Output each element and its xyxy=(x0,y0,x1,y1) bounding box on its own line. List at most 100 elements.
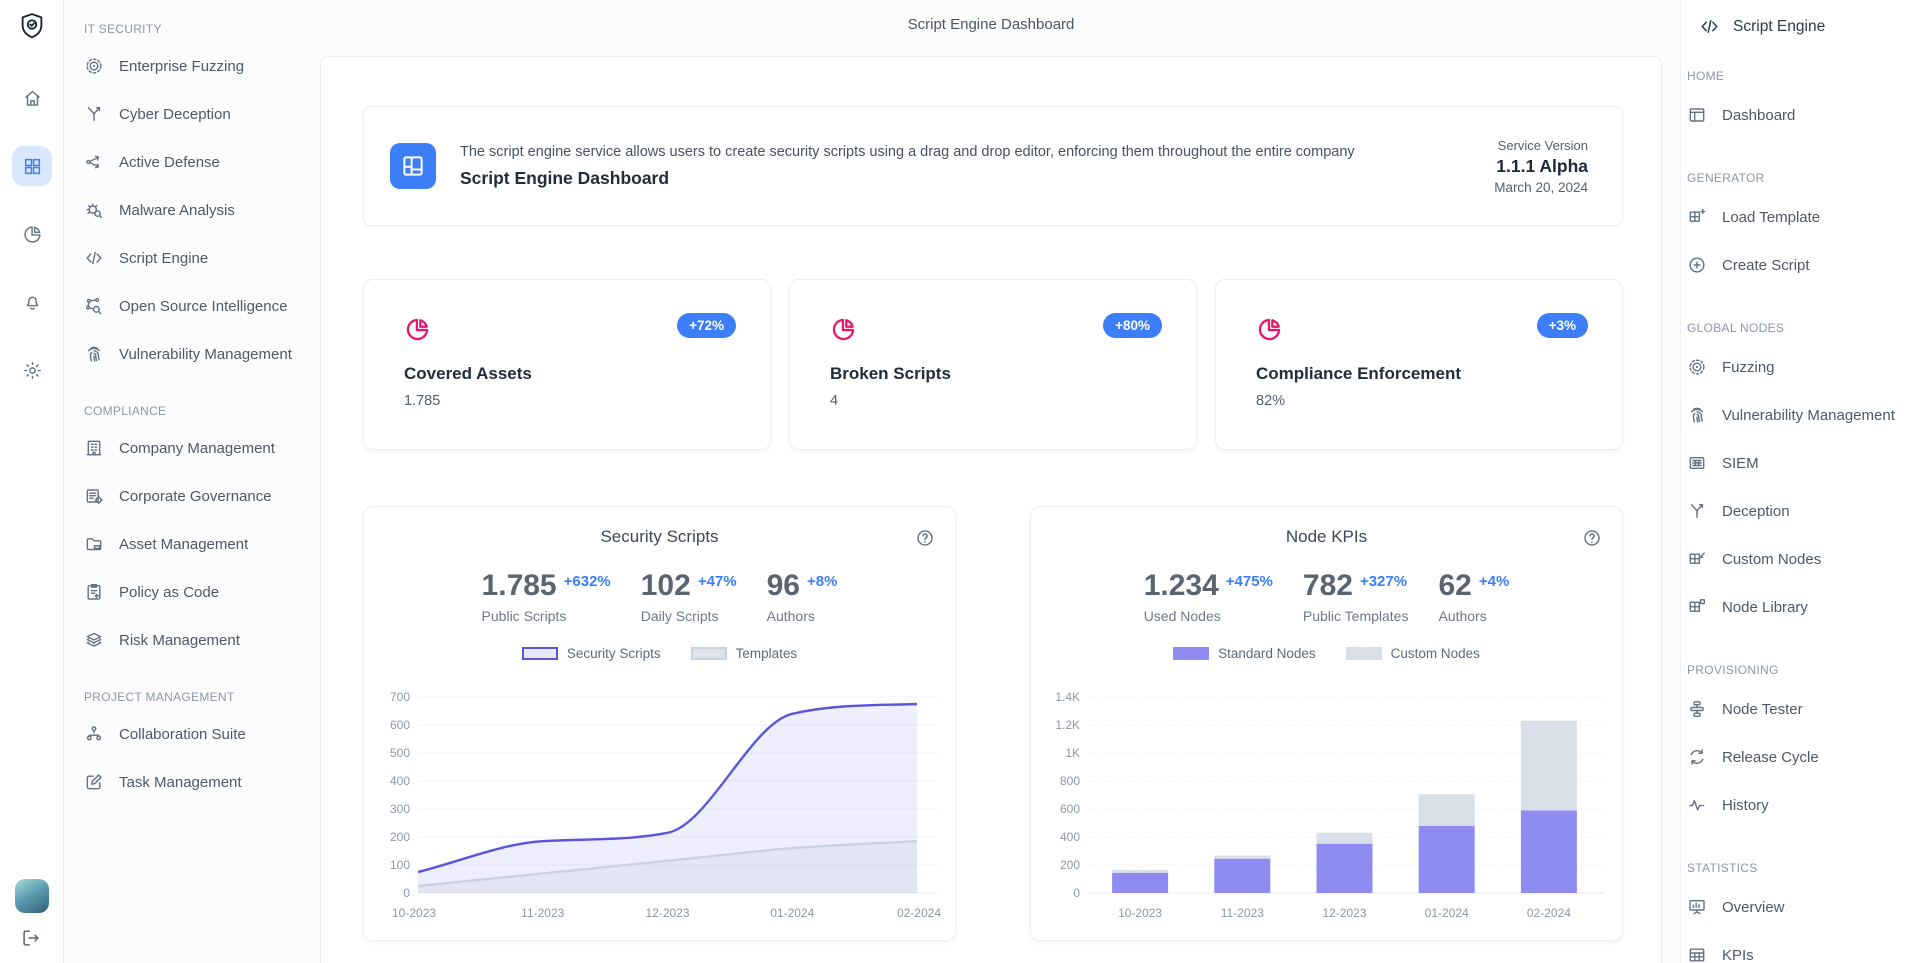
svg-text:600: 600 xyxy=(390,718,410,732)
sidebar-section-label-compliance: COMPLIANCE xyxy=(84,404,167,418)
sidebar-item-task-management[interactable]: Task Management xyxy=(84,758,296,806)
chart-stat-numrow: 1.785 +632% xyxy=(482,571,611,601)
refresh-icon xyxy=(1687,747,1707,767)
pie-chart-icon xyxy=(830,316,857,343)
svg-text:300: 300 xyxy=(390,802,410,816)
stat-badge: +72% xyxy=(677,313,736,338)
stat-card-value: 82% xyxy=(1256,393,1286,409)
stat-card-title: Covered Assets xyxy=(404,364,532,383)
chart-plot: 0 100 200 300 400 500 600 700 10-2023 11-2023 12-2… xyxy=(378,683,943,928)
folder-icon xyxy=(84,534,104,554)
app-logo shield-logo-icon[interactable] xyxy=(17,11,47,41)
right-item-kpis[interactable]: KPIs xyxy=(1687,931,1920,963)
svg-text:10-2023: 10-2023 xyxy=(392,906,436,920)
svg-text:0: 0 xyxy=(1073,886,1080,900)
rail-item-apps[interactable] xyxy=(12,146,52,186)
svg-text:400: 400 xyxy=(390,774,410,788)
sidebar-item-script-engine[interactable]: Script Engine xyxy=(84,234,296,282)
right-item-history[interactable]: History xyxy=(1687,781,1920,829)
building-icon xyxy=(84,438,104,458)
grid-plus-icon xyxy=(1687,207,1707,227)
header-text: The script engine service allows users t… xyxy=(460,144,1470,189)
right-item-overview[interactable]: Overview xyxy=(1687,883,1920,931)
sidebar-section-label-project-management: PROJECT MANAGEMENT xyxy=(84,690,235,704)
question-icon[interactable] xyxy=(1582,528,1602,548)
clipboard-icon xyxy=(84,582,104,602)
sidebar-item-active-defense[interactable]: Active Defense xyxy=(84,138,296,186)
legend-item-custom-nodes[interactable]: Custom Nodes xyxy=(1345,646,1480,661)
chart-legend: Standard Nodes Custom Nodes xyxy=(1031,646,1622,661)
legend-item-templates[interactable]: Templates xyxy=(690,646,798,661)
sidebar-item-company-management[interactable]: Company Management xyxy=(84,424,296,472)
rail-item-analytics[interactable] xyxy=(12,214,52,254)
svg-text:100: 100 xyxy=(390,858,410,872)
rail-item-notifications[interactable] xyxy=(12,282,52,322)
grid-icon xyxy=(22,156,43,177)
grid-pencil-icon xyxy=(1687,549,1707,569)
sidebar-item-vulnerability-management[interactable]: Vulnerability Management xyxy=(84,330,296,378)
sidebar-item-collaboration-suite[interactable]: Collaboration Suite xyxy=(84,710,296,758)
node-kpis-chart-card: Node KPIs 1.234 +475% Used Nodes 782 +327% Pub… xyxy=(1030,506,1623,941)
chart-legend: Security Scripts Templates xyxy=(364,646,955,661)
stat-card-compliance-enforcement: +3% Compliance Enforcement 82% xyxy=(1215,279,1623,450)
chart-stat-numrow: 102 +47% xyxy=(641,571,737,601)
chart-stat-numrow: 62 +4% xyxy=(1438,571,1509,601)
legend-label: Templates xyxy=(735,646,798,661)
right-section-label-generator: GENERATOR xyxy=(1687,171,1765,185)
stat-badge: +3% xyxy=(1536,313,1588,338)
legend-swatch xyxy=(1173,647,1210,660)
right-item-create-script[interactable]: Create Script xyxy=(1687,241,1920,289)
sidebar-item-label: Active Defense xyxy=(119,153,220,171)
right-item-label: Node Library xyxy=(1722,598,1808,616)
svg-text:500: 500 xyxy=(390,746,410,760)
sidebar-item-corporate-governance[interactable]: Corporate Governance xyxy=(84,472,296,520)
legend-label: Custom Nodes xyxy=(1390,646,1480,661)
service-version-block: Service Version 1.1.1 Alpha March 20, 20… xyxy=(1494,138,1588,195)
right-item-custom-nodes[interactable]: Custom Nodes xyxy=(1687,535,1920,583)
sidebar-item-asset-management[interactable]: Asset Management xyxy=(84,520,296,568)
right-item-deception[interactable]: Deception xyxy=(1687,487,1920,535)
right-item-node-library[interactable]: Node Library xyxy=(1687,583,1920,631)
chart-stat-delta: +327% xyxy=(1359,573,1408,590)
right-item-node-tester[interactable]: Node Tester xyxy=(1687,685,1920,733)
sidebar-item-malware-analysis[interactable]: Malware Analysis xyxy=(84,186,296,234)
page-title: Script Engine Dashboard xyxy=(907,16,1075,33)
rail-item-home[interactable] xyxy=(12,78,52,118)
circle-plus-icon xyxy=(1687,255,1707,275)
sidebar-item-label: Malware Analysis xyxy=(119,201,235,219)
pie-icon xyxy=(22,224,43,245)
svg-text:01-2024: 01-2024 xyxy=(770,906,814,920)
logout-icon[interactable] xyxy=(20,927,44,951)
legend-item-standard-nodes[interactable]: Standard Nodes xyxy=(1173,646,1316,661)
right-sidebar-sections: HOME Dashboard GENERATOR Load Template Creat… xyxy=(1687,67,1920,963)
right-item-label: Load Template xyxy=(1722,208,1821,226)
sidebar-item-policy-as-code[interactable]: Policy as Code xyxy=(84,568,296,616)
legend-item-security-scripts[interactable]: Security Scripts xyxy=(521,646,661,661)
right-item-vulnerability-management[interactable]: Vulnerability Management xyxy=(1687,391,1920,439)
chart-stat-public-scripts: 1.785 +632% Public Scripts xyxy=(482,571,611,625)
right-item-dashboard[interactable]: Dashboard xyxy=(1687,91,1920,139)
sidebar-item-label: Script Engine xyxy=(119,249,209,267)
user-avatar[interactable] xyxy=(15,879,49,913)
bug-search-icon xyxy=(84,200,104,220)
chart-stat-value: 62 xyxy=(1438,569,1472,602)
right-item-fuzzing[interactable]: Fuzzing xyxy=(1687,343,1920,391)
right-item-label: Deception xyxy=(1722,502,1790,520)
split-arrow-icon xyxy=(84,104,104,124)
sidebar-item-risk-management[interactable]: Risk Management xyxy=(84,616,296,664)
sidebar-item-open-source-intelligence[interactable]: Open Source Intelligence xyxy=(84,282,296,330)
network-search-icon xyxy=(84,296,104,316)
grid-squares-icon xyxy=(1687,597,1707,617)
right-item-siem[interactable]: SIEM xyxy=(1687,439,1920,487)
security-scripts-chart-card: Security Scripts 1.785 +632% Public Scripts… xyxy=(363,506,956,941)
right-item-release-cycle[interactable]: Release Cycle xyxy=(1687,733,1920,781)
question-icon[interactable] xyxy=(915,528,935,548)
chart-stat-label: Authors xyxy=(1438,608,1487,624)
right-item-load-template[interactable]: Load Template xyxy=(1687,193,1920,241)
sidebar-item-enterprise-fuzzing[interactable]: Enterprise Fuzzing xyxy=(84,42,296,90)
rail-item-settings[interactable] xyxy=(12,350,52,390)
legend-label: Security Scripts xyxy=(566,646,661,661)
presentation-icon xyxy=(1687,897,1707,917)
code-icon xyxy=(1699,16,1720,37)
sidebar-item-cyber-deception[interactable]: Cyber Deception xyxy=(84,90,296,138)
